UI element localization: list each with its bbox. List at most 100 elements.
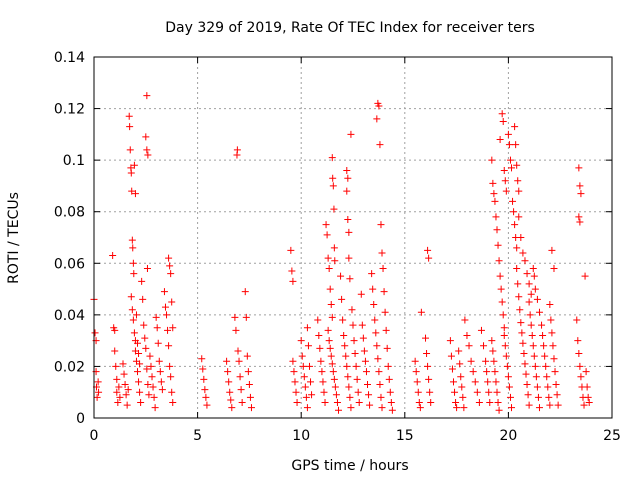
data-point bbox=[456, 360, 464, 368]
data-point bbox=[515, 187, 523, 195]
data-point bbox=[516, 306, 524, 314]
data-point bbox=[314, 316, 322, 324]
data-point bbox=[135, 378, 143, 386]
plot-frame bbox=[93, 56, 613, 419]
data-point bbox=[515, 213, 523, 221]
data-point bbox=[494, 399, 502, 407]
data-point bbox=[532, 373, 540, 381]
data-point bbox=[304, 342, 312, 350]
data-point bbox=[168, 388, 176, 396]
data-point bbox=[366, 401, 374, 409]
data-point bbox=[415, 399, 423, 407]
data-point bbox=[376, 380, 384, 388]
data-point bbox=[344, 373, 352, 381]
data-point bbox=[483, 368, 491, 376]
data-point bbox=[373, 115, 381, 123]
data-point bbox=[370, 301, 378, 309]
data-point bbox=[348, 306, 356, 314]
data-point bbox=[447, 352, 455, 360]
data-point bbox=[519, 339, 527, 347]
data-point bbox=[545, 393, 553, 401]
data-point bbox=[521, 257, 529, 265]
data-point bbox=[307, 378, 315, 386]
data-point bbox=[324, 326, 332, 334]
data-point bbox=[515, 293, 523, 301]
data-point bbox=[199, 365, 207, 373]
data-point bbox=[143, 365, 151, 373]
data-point bbox=[112, 362, 120, 370]
data-point bbox=[378, 404, 386, 412]
data-point bbox=[123, 401, 131, 409]
axes: 0 5 10 15 20 25 0 0.02 0.04 0.06 0.08 0.1 0.12 0.14 bbox=[54, 50, 621, 444]
data-point bbox=[496, 272, 504, 280]
data-point bbox=[523, 270, 531, 278]
data-point bbox=[534, 393, 542, 401]
data-point bbox=[475, 399, 483, 407]
data-point bbox=[315, 331, 323, 339]
chart-title: Day 329 of 2019, Rate Of TEC Index for r… bbox=[165, 20, 535, 36]
data-point bbox=[494, 241, 502, 249]
data-point bbox=[343, 166, 351, 174]
data-point bbox=[509, 197, 517, 205]
x-tick-label: 0 bbox=[90, 428, 99, 444]
data-point bbox=[369, 285, 377, 293]
data-point bbox=[342, 352, 350, 360]
data-point bbox=[501, 342, 509, 350]
data-point bbox=[290, 368, 298, 376]
data-point bbox=[120, 370, 128, 378]
data-point bbox=[198, 355, 206, 363]
data-point bbox=[511, 123, 519, 131]
data-point bbox=[113, 375, 121, 383]
data-point bbox=[140, 321, 148, 329]
data-point bbox=[154, 339, 162, 347]
data-point bbox=[146, 352, 154, 360]
data-point bbox=[243, 352, 251, 360]
data-point bbox=[581, 272, 589, 280]
data-point bbox=[583, 383, 591, 391]
grid-lines bbox=[94, 57, 612, 418]
data-point bbox=[544, 383, 552, 391]
data-point bbox=[143, 146, 151, 154]
data-point bbox=[495, 406, 503, 414]
data-point bbox=[482, 357, 490, 365]
data-point bbox=[575, 164, 583, 172]
data-point bbox=[345, 254, 353, 262]
y-tick-label: 0.08 bbox=[54, 205, 85, 221]
data-point bbox=[236, 373, 244, 381]
data-point bbox=[95, 388, 103, 396]
data-point bbox=[242, 313, 250, 321]
data-point bbox=[448, 365, 456, 373]
data-point bbox=[298, 352, 306, 360]
data-point bbox=[425, 254, 433, 262]
data-point bbox=[152, 313, 160, 321]
data-point bbox=[521, 360, 529, 368]
data-point bbox=[379, 264, 387, 272]
data-point bbox=[499, 117, 507, 125]
data-point bbox=[169, 324, 177, 332]
data-point bbox=[130, 161, 138, 169]
y-tick-label: 0.1 bbox=[63, 153, 85, 169]
y-axis-label: ROTI / TECUs bbox=[6, 192, 22, 284]
data-point bbox=[513, 244, 521, 252]
data-point bbox=[134, 339, 142, 347]
data-point bbox=[129, 316, 137, 324]
data-point bbox=[157, 378, 165, 386]
data-point bbox=[424, 362, 432, 370]
data-point bbox=[463, 331, 471, 339]
data-point bbox=[541, 352, 549, 360]
data-point bbox=[489, 347, 497, 355]
data-point bbox=[452, 399, 460, 407]
data-point bbox=[524, 391, 532, 399]
data-point bbox=[329, 182, 337, 190]
data-point bbox=[576, 182, 584, 190]
data-point bbox=[111, 326, 119, 334]
data-point bbox=[505, 141, 513, 149]
data-point bbox=[148, 373, 156, 381]
data-point bbox=[323, 231, 331, 239]
data-point bbox=[231, 313, 239, 321]
data-point bbox=[490, 190, 498, 198]
data-point bbox=[373, 342, 381, 350]
data-point bbox=[517, 234, 525, 241]
data-point bbox=[297, 337, 305, 345]
